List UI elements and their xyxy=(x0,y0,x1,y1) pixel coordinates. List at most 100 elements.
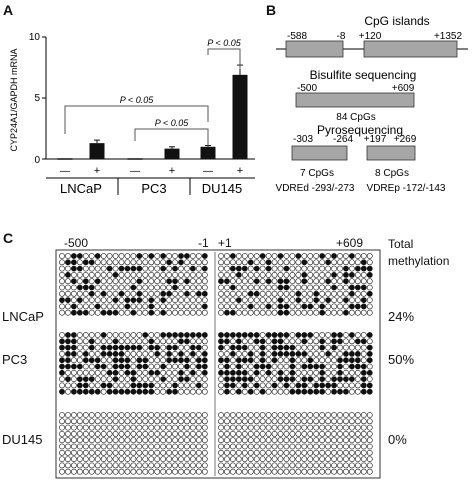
cpg-site-circle xyxy=(82,284,89,291)
cpg-site-circle xyxy=(59,357,65,364)
cpg-site-circle xyxy=(360,363,367,370)
cpg-site-circle xyxy=(112,424,119,431)
cpg-site-circle xyxy=(247,437,254,444)
cpg-site-circle xyxy=(218,462,224,469)
cpg-site-circle xyxy=(178,437,184,444)
cpg-site-circle xyxy=(354,357,361,364)
cpg-site-circle xyxy=(195,303,202,310)
cpg-site-circle xyxy=(148,259,155,266)
cpg-site-circle xyxy=(88,350,95,357)
cpg-site-circle xyxy=(88,363,95,370)
cpg-site-circle xyxy=(154,271,161,278)
cpg-site-circle xyxy=(59,449,65,456)
cpg-site-circle xyxy=(82,418,89,425)
cpg-site-circle xyxy=(195,297,202,303)
cpg-site-circle xyxy=(301,443,308,450)
cpg-site-circle xyxy=(229,253,236,259)
cpg-site-circle xyxy=(59,462,65,469)
cpg-site-circle xyxy=(271,468,278,475)
cpg-site-circle xyxy=(218,265,224,272)
cpg-site-circle xyxy=(337,303,343,310)
cpg-site-circle xyxy=(71,297,77,303)
cpg-site-circle xyxy=(106,309,113,316)
cpg-site-circle xyxy=(277,468,284,475)
cpg-site-circle xyxy=(166,338,172,345)
cpg-site-circle xyxy=(178,462,184,469)
cpg-site-circle xyxy=(241,265,248,272)
cpg-site-circle xyxy=(241,388,248,395)
cpg-site-circle xyxy=(360,344,367,351)
cpg-site-circle xyxy=(337,388,343,395)
cpg-site-circle xyxy=(154,376,161,382)
cpg-site-circle xyxy=(343,430,349,437)
cpg-site-circle xyxy=(136,309,143,316)
cpg-site-circle xyxy=(195,363,202,370)
cpg-site-circle xyxy=(331,332,337,338)
cpg-site-circle xyxy=(130,253,137,259)
cpg-site-circle xyxy=(148,437,155,444)
cpg-site-circle xyxy=(259,357,266,364)
cpg-site-circle xyxy=(241,290,248,297)
cpg-site-circle xyxy=(325,332,331,338)
cpg-site-circle xyxy=(166,418,172,425)
cpg-site-circle xyxy=(195,388,202,395)
cpg-site-circle xyxy=(166,437,172,444)
cpg-site-circle xyxy=(295,259,302,266)
cpg-site-circle xyxy=(253,284,260,291)
cpg-site-circle xyxy=(184,412,190,418)
c-coord: +609 xyxy=(336,236,364,250)
cpg-site-circle xyxy=(253,418,260,425)
cpg-site-circle xyxy=(307,456,314,462)
cpg-site-circle xyxy=(366,350,373,357)
cpg-site-circle xyxy=(253,278,260,285)
cpg-site-circle xyxy=(118,259,125,266)
cpg-site-circle xyxy=(289,430,296,437)
cpg-site-circle xyxy=(241,456,248,462)
cpg-site-circle xyxy=(142,253,149,259)
cpg-site-circle xyxy=(337,278,343,285)
cpg-site-circle xyxy=(229,309,236,316)
cpg-site-circle xyxy=(136,388,143,395)
cpg-site-circle xyxy=(277,456,284,462)
cpg-site-circle xyxy=(295,382,302,389)
cpg-site-circle xyxy=(71,265,77,272)
cpg-site-circle xyxy=(189,290,196,297)
cpg-site-circle xyxy=(319,297,326,303)
cpg-site-circle xyxy=(88,449,95,456)
cpg-site-circle xyxy=(366,253,373,259)
cpg-site-circle xyxy=(71,350,77,357)
cpg-site-circle xyxy=(112,437,119,444)
cpg-site-circle xyxy=(295,332,302,338)
cpg-site-circle xyxy=(313,424,320,431)
cpg-site-circle xyxy=(106,418,113,425)
cpg-site-circle xyxy=(354,437,361,444)
cpg-site-circle xyxy=(136,418,143,425)
cpg-site-circle xyxy=(247,290,254,297)
p-value-label: P < 0.05 xyxy=(120,95,154,105)
cpg-site-circle xyxy=(313,309,320,316)
cpg-site-circle xyxy=(295,449,302,456)
cpg-site-circle xyxy=(160,449,167,456)
cpg-site-circle xyxy=(307,350,314,357)
cpg-site-circle xyxy=(148,253,155,259)
cpg-site-circle xyxy=(154,449,161,456)
cpg-site-circle xyxy=(136,437,143,444)
cpg-site-circle xyxy=(136,462,143,469)
cpg-site-circle xyxy=(195,424,202,431)
cpg-site-circle xyxy=(82,363,89,370)
cpg-site-circle xyxy=(189,297,196,303)
cpg-site-circle xyxy=(160,430,167,437)
cpg-site-circle xyxy=(130,363,137,370)
cpg-site-circle xyxy=(295,376,302,382)
cpg-site-circle xyxy=(313,456,320,462)
cpg-site-circle xyxy=(224,424,230,431)
cpg-site-circle xyxy=(277,290,284,297)
cpg-site-circle xyxy=(348,278,355,285)
cpg-site-circle xyxy=(160,284,167,291)
vdre-label: VDREd -293/-273 xyxy=(276,183,355,194)
cpg-site-circle xyxy=(76,265,83,272)
cpg-site-circle xyxy=(65,271,71,278)
cpg-site-circle xyxy=(166,449,172,456)
pyro-coord: +197 xyxy=(364,134,387,145)
cpg-site-circle xyxy=(343,424,349,431)
